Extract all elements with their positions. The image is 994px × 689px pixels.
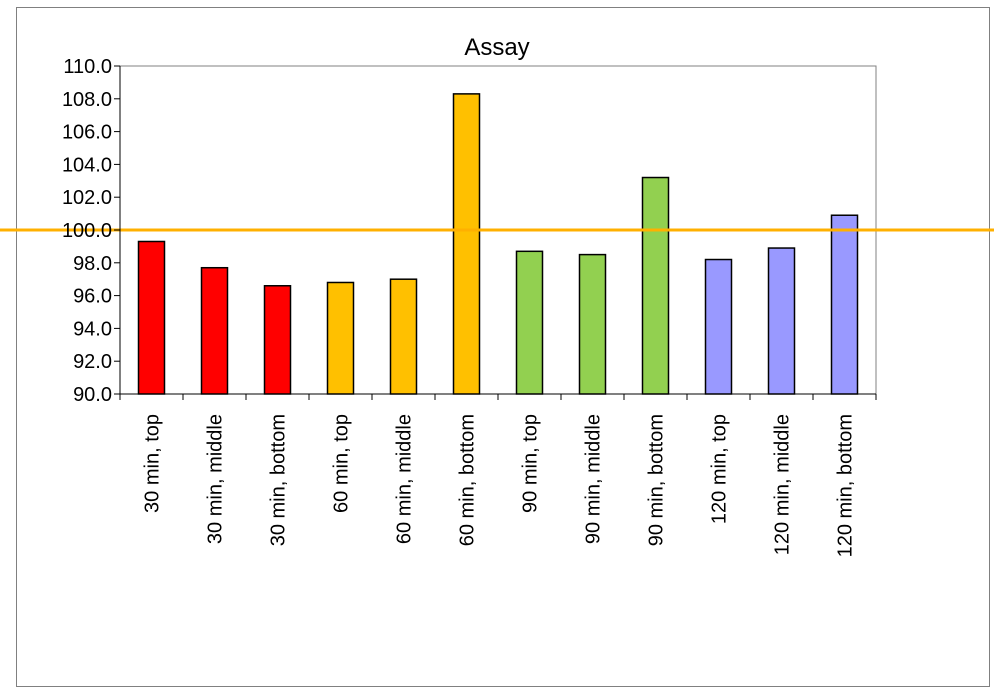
x-tick-label: 90 min, top (520, 414, 542, 513)
x-tick-label: 30 min, top (142, 414, 164, 513)
x-tick-label: 120 min, middle (772, 414, 794, 555)
bar (326, 281, 355, 395)
y-tick-label: 108.0 (62, 89, 112, 111)
chart-title: Assay (464, 34, 529, 61)
bar (578, 253, 607, 395)
bar (452, 93, 481, 395)
bar (263, 285, 292, 395)
x-tick-label: 90 min, bottom (646, 414, 668, 546)
y-tick-label: 90.0 (73, 384, 112, 406)
y-tick-label: 98.0 (73, 253, 112, 275)
bar (389, 278, 418, 395)
y-tick-label: 106.0 (62, 122, 112, 144)
x-tick-label: 60 min, bottom (457, 414, 479, 546)
y-tick-label: 102.0 (62, 187, 112, 209)
y-tick-label: 92.0 (73, 351, 112, 373)
bars-layer (137, 93, 859, 395)
x-tick-label: 30 min, middle (205, 414, 227, 544)
y-tick-label: 104.0 (62, 154, 112, 176)
bar (137, 240, 166, 395)
bar (704, 258, 733, 395)
y-tick-label: 100.0 (62, 220, 112, 242)
x-tick-label: 60 min, top (331, 414, 353, 513)
bar (830, 214, 859, 395)
x-tick-label: 60 min, middle (394, 414, 416, 544)
y-tick-label: 94.0 (73, 318, 112, 340)
y-axis: 90.0 92.0 94.0 96.0 98.0 100.0 102.0 104.0 106.0… (62, 56, 121, 406)
bar (641, 176, 670, 395)
bar (515, 250, 544, 395)
x-tick-label: 120 min, bottom (835, 414, 857, 557)
x-tick-label: 30 min, bottom (268, 414, 290, 546)
x-tick-label: 90 min, middle (583, 414, 605, 544)
x-axis: 30 min, top 30 min, middle 30 min, bottom 6… (119, 393, 877, 557)
x-tick-label: 120 min, top (709, 414, 731, 524)
bar (767, 247, 796, 395)
y-tick-label: 110.0 (63, 56, 112, 78)
bar (200, 266, 229, 395)
y-tick-label: 96.0 (73, 286, 112, 308)
